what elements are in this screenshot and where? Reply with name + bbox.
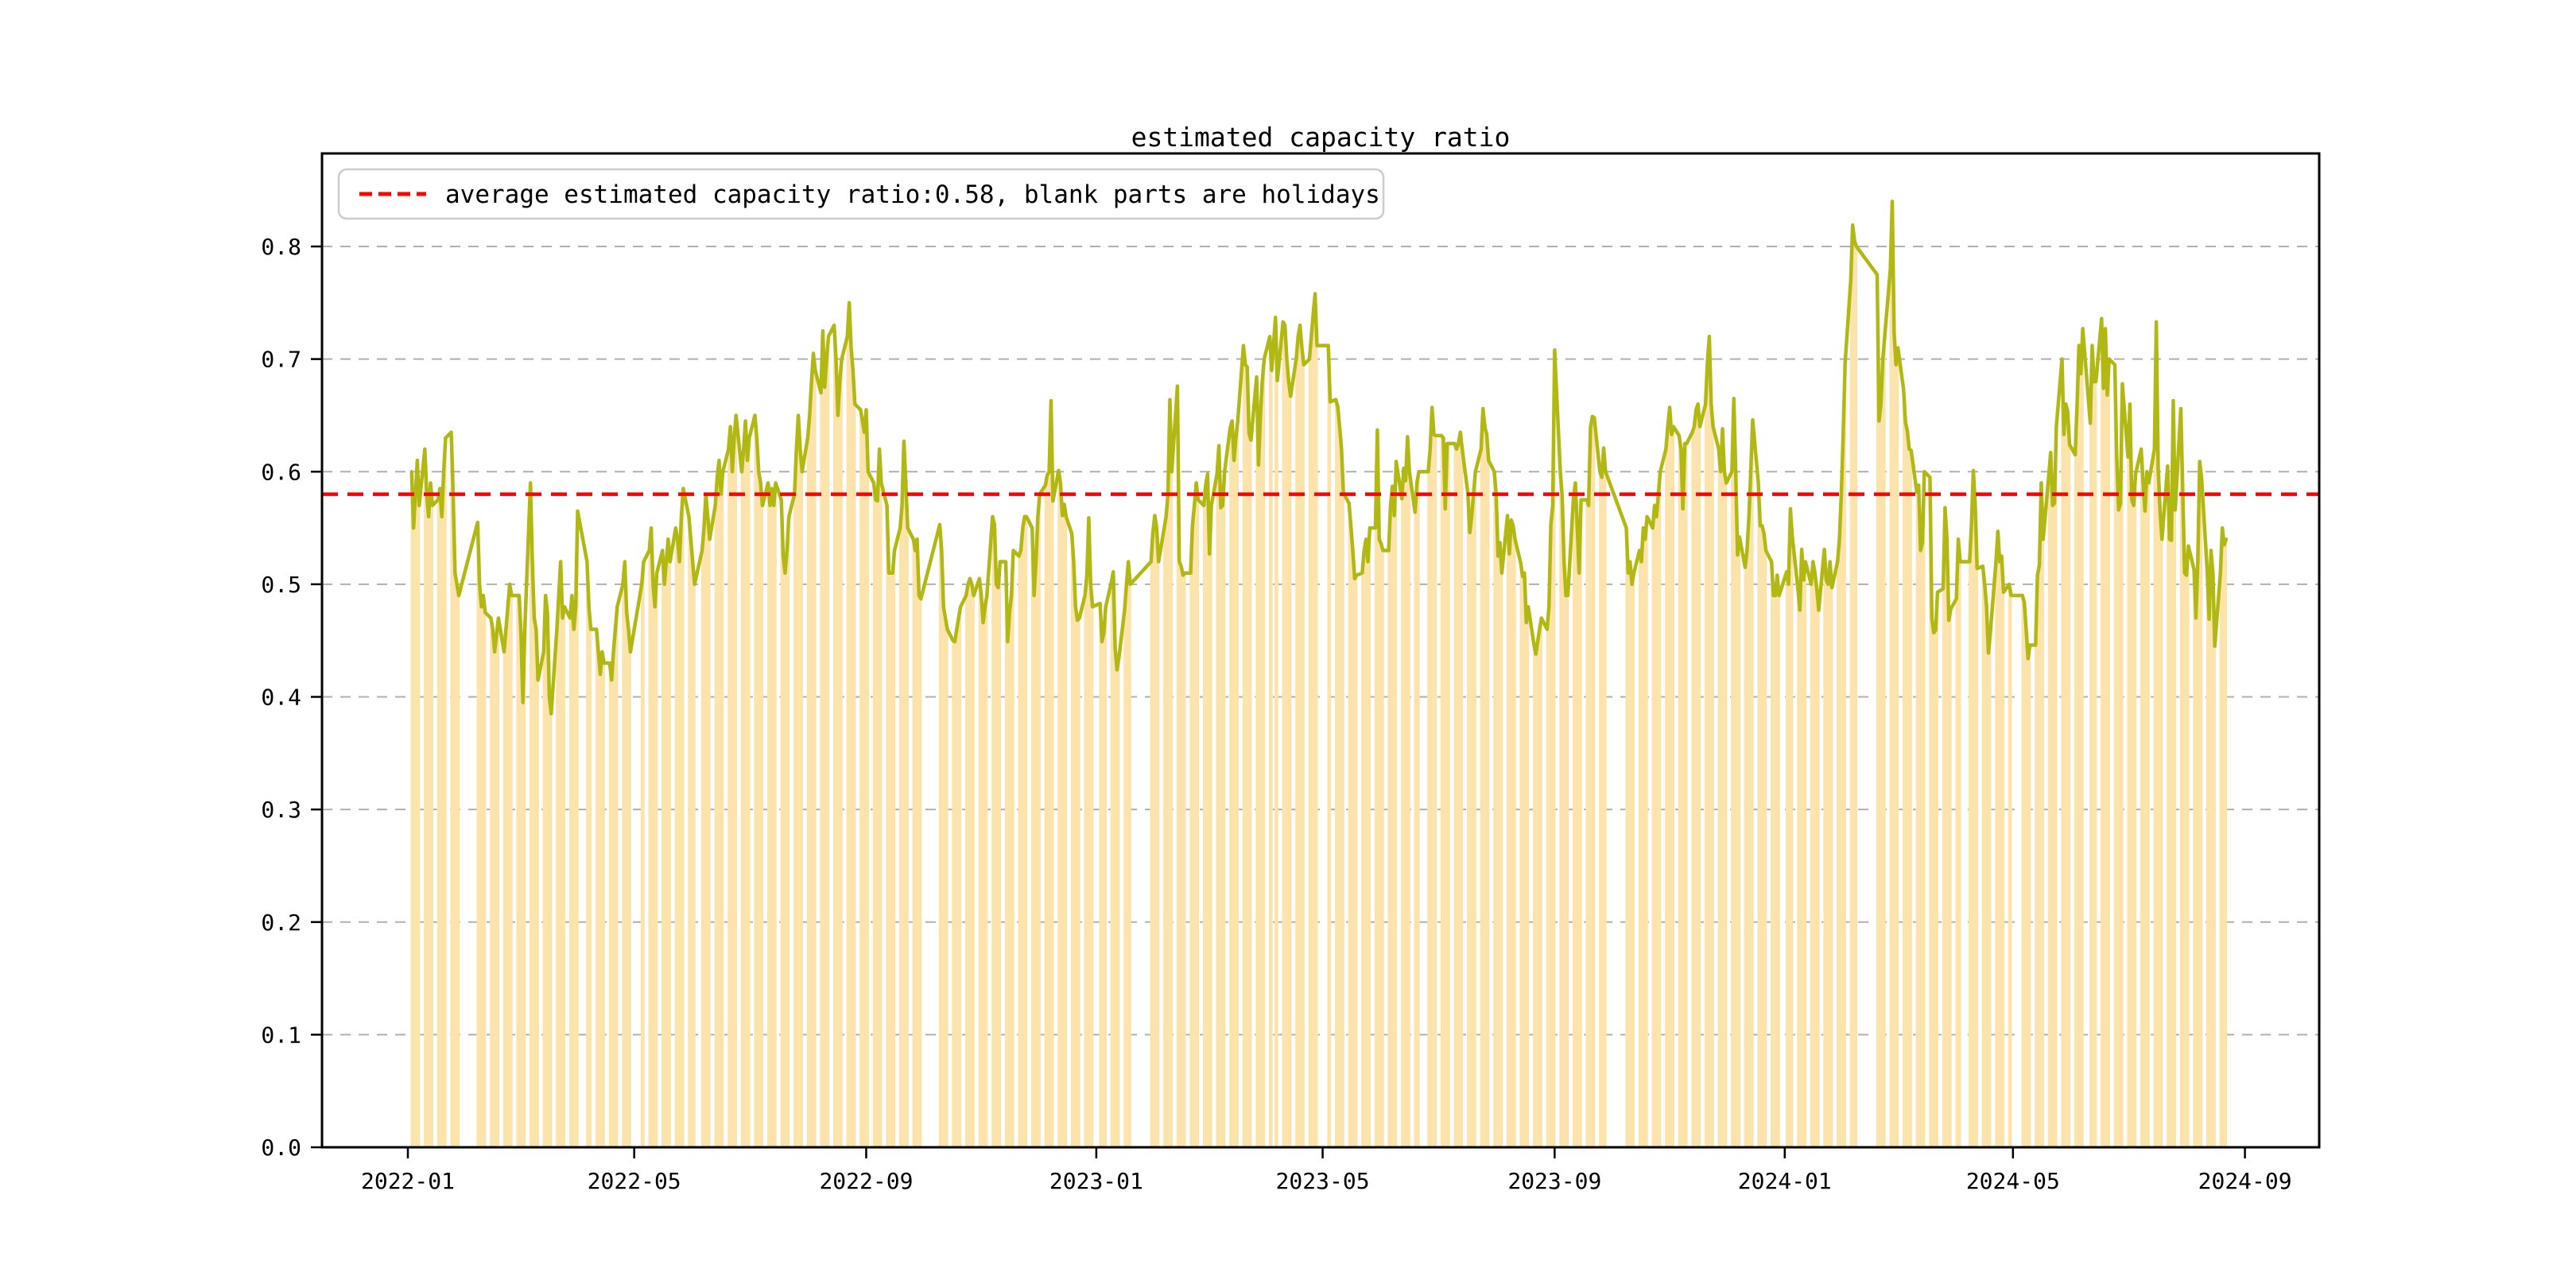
workday-bar-fill <box>410 201 2228 1148</box>
x-tick-label: 2022-05 <box>588 1168 681 1194</box>
axes <box>311 152 2321 1158</box>
gridlines <box>322 246 2319 1036</box>
y-tick-label: 0.4 <box>261 685 301 711</box>
y-tick-label: 0.7 <box>261 347 301 373</box>
x-tick-label: 2023-05 <box>1276 1168 1370 1194</box>
x-tick-label: 2024-09 <box>2198 1168 2292 1194</box>
y-tick-label: 0.8 <box>261 234 301 260</box>
legend-label: average estimated capacity ratio:0.58, b… <box>445 180 1380 209</box>
chart-title: estimated capacity ratio <box>1131 122 1511 153</box>
x-tick-label: 2022-01 <box>361 1168 455 1194</box>
y-tick-label: 0.1 <box>261 1022 301 1048</box>
legend-box <box>337 168 1385 220</box>
y-tick-label: 0.0 <box>261 1135 301 1161</box>
y-tick-label: 0.6 <box>261 459 301 485</box>
plot-border <box>320 152 2321 1149</box>
x-tick-label: 2023-09 <box>1507 1168 1601 1194</box>
x-tick-label: 2024-01 <box>1738 1168 1832 1194</box>
y-tick-label: 0.3 <box>261 797 301 823</box>
legend: average estimated capacity ratio:0.58, b… <box>337 168 1385 220</box>
y-tick-label: 0.5 <box>261 572 301 598</box>
x-tick-label: 2024-05 <box>1966 1168 2060 1194</box>
x-tick-label: 2023-01 <box>1049 1168 1143 1194</box>
y-tick-label: 0.2 <box>261 910 301 936</box>
x-tick-label: 2022-09 <box>819 1168 913 1194</box>
tick-labels: 0.0 0.1 0.2 0.3 0.4 0.5 0.6 0.7 0.8 2022-01 2022-0… <box>261 234 2291 1194</box>
workday-bars <box>410 201 2228 1148</box>
capacity-ratio-line <box>409 200 2229 716</box>
capacity-ratio-path <box>409 200 2229 716</box>
